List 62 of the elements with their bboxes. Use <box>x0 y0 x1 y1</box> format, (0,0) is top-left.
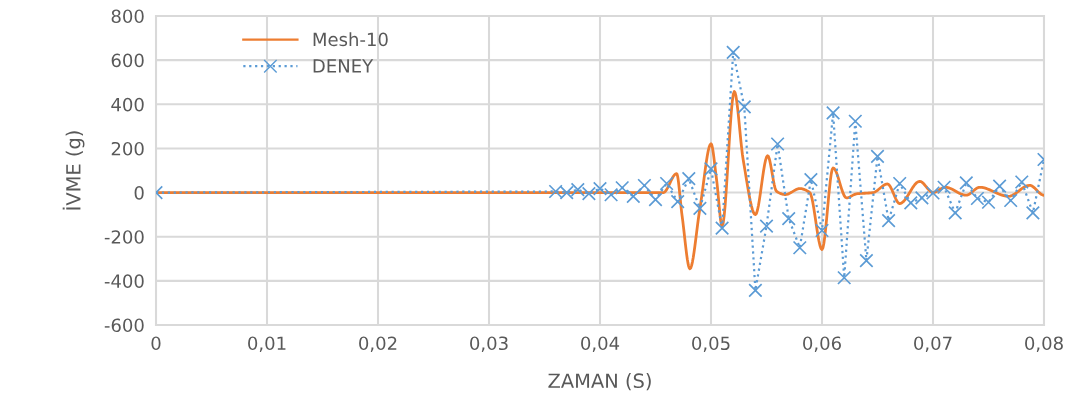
y-tick-label: 0 <box>134 186 144 200</box>
y-tick-label: -600 <box>104 318 144 333</box>
point <box>604 187 619 202</box>
point <box>992 179 1007 194</box>
x-tick-label: 0,03 <box>470 336 508 352</box>
point <box>848 114 863 129</box>
x-tick-label: 0,01 <box>248 336 286 352</box>
point <box>659 176 674 191</box>
point <box>726 45 741 60</box>
x-tick-label: 0,07 <box>914 336 952 352</box>
x-tick-label: 0 <box>151 336 161 351</box>
point <box>803 172 818 187</box>
point <box>881 213 896 228</box>
x-tick-label: 0,02 <box>359 336 397 352</box>
point <box>781 211 796 226</box>
point <box>937 180 952 195</box>
y-tick-label: -200 <box>104 230 144 244</box>
point <box>925 185 941 201</box>
y-tick-label: -400 <box>104 274 144 288</box>
x-tick-label: 0,08 <box>1025 336 1063 352</box>
x-tick-label: 0,04 <box>581 336 620 352</box>
y-axis-title: İVME (g) <box>62 131 85 210</box>
point <box>859 253 874 268</box>
point <box>748 283 763 298</box>
legend-label: Mesh-10 <box>313 32 388 47</box>
point <box>814 223 830 238</box>
point <box>592 181 608 196</box>
y-tick-label: 400 <box>111 97 144 112</box>
point <box>892 176 907 191</box>
point <box>648 192 663 207</box>
point <box>737 99 752 115</box>
y-tick-label: 800 <box>111 9 144 24</box>
point <box>681 171 696 186</box>
point <box>615 180 630 195</box>
x-tick-label: 0,06 <box>803 336 841 352</box>
point <box>981 195 996 210</box>
point <box>715 221 730 236</box>
point <box>826 105 841 120</box>
point <box>1025 205 1040 220</box>
point <box>1014 174 1029 190</box>
x-tick-label: 0,05 <box>692 336 730 352</box>
point <box>948 205 963 220</box>
point <box>759 219 774 234</box>
point <box>914 190 929 205</box>
point <box>903 195 918 211</box>
point <box>1003 193 1018 208</box>
x-axis-title: ZAMAN (S) <box>548 373 651 391</box>
y-tick-label: 200 <box>111 141 144 156</box>
point <box>581 186 596 201</box>
point <box>692 201 707 216</box>
point <box>703 161 719 177</box>
point <box>770 136 785 152</box>
point <box>637 178 652 193</box>
point <box>626 189 641 204</box>
point <box>970 191 985 206</box>
legend-label: DENEY <box>313 59 374 73</box>
point <box>870 149 885 164</box>
point <box>837 270 852 285</box>
point <box>670 194 685 209</box>
point <box>959 175 974 190</box>
point <box>792 240 807 255</box>
y-tick-label: 600 <box>111 53 144 68</box>
